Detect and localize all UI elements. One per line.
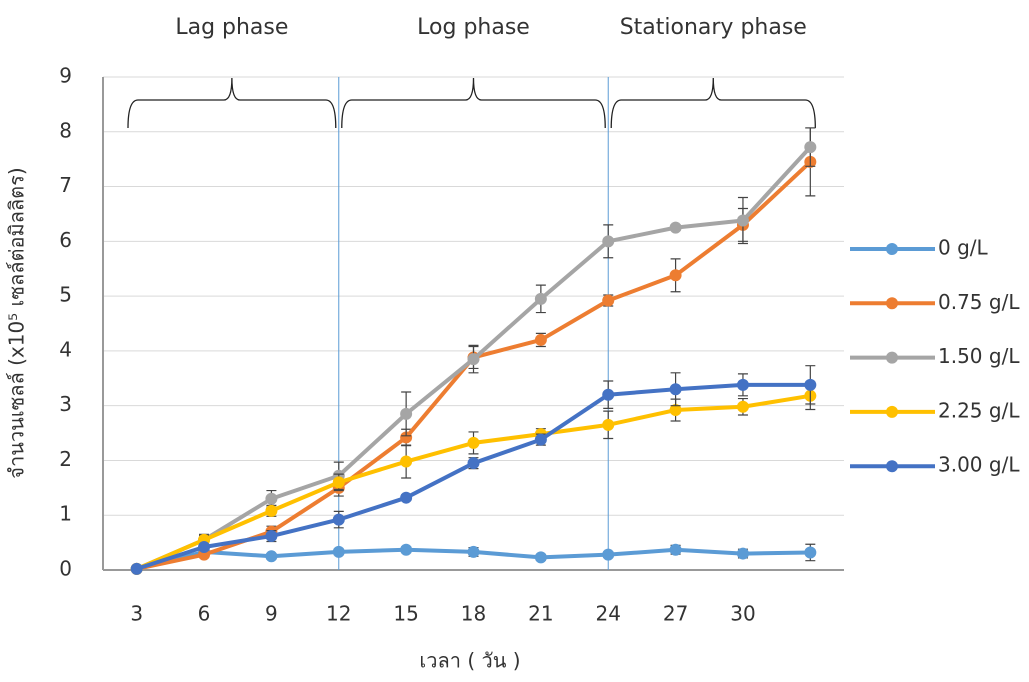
data-point [467, 353, 480, 366]
y-tick-label: 4 [59, 337, 72, 361]
data-point [265, 504, 278, 517]
data-point [467, 436, 480, 449]
x-tick-label: 12 [326, 602, 351, 626]
data-point [602, 548, 615, 561]
legend-label: 1.50 g/L [938, 344, 1020, 368]
y-tick-label: 2 [59, 447, 72, 471]
x-tick-label: 3 [130, 602, 143, 626]
data-point [804, 546, 817, 559]
data-point [602, 294, 615, 307]
x-tick-label: 18 [461, 602, 486, 626]
y-axis-label: จำนวนเซลล์ (x10⁵ เซลล์ต่อมิลลิตร) [5, 167, 29, 478]
data-point [602, 388, 615, 401]
x-tick-label: 27 [663, 602, 688, 626]
phase-brace [610, 77, 816, 129]
data-point [400, 491, 413, 504]
data-point [669, 383, 682, 396]
y-tick-label: 8 [59, 118, 72, 142]
data-point [804, 141, 817, 154]
data-point [602, 418, 615, 431]
data-point [400, 407, 413, 420]
data-point [332, 545, 345, 558]
data-point [669, 404, 682, 417]
y-tick-label: 5 [59, 283, 72, 307]
data-point [534, 333, 547, 346]
data-point [534, 292, 547, 305]
data-point [534, 551, 547, 564]
data-point [736, 547, 749, 560]
data-point [400, 543, 413, 556]
phase-brace [341, 77, 606, 129]
data-point [669, 221, 682, 234]
y-tick-label: 7 [59, 173, 72, 197]
data-point [400, 431, 413, 444]
data-point [265, 530, 278, 543]
data-point [467, 457, 480, 470]
data-point [332, 513, 345, 526]
data-point [332, 476, 345, 489]
data-point [265, 550, 278, 563]
x-tick-label: 9 [265, 602, 278, 626]
phase-brace [127, 77, 337, 129]
legend-label: 2.25 g/L [938, 398, 1020, 422]
legend-marker [886, 460, 898, 473]
phase-label: Stationary phase [620, 15, 807, 40]
legend-label: 0 g/L [938, 236, 989, 260]
x-tick-label: 21 [528, 602, 553, 626]
x-tick-label: 24 [596, 602, 621, 626]
legend-marker [886, 405, 898, 418]
phase-label: Log phase [417, 15, 530, 40]
series-line [136, 382, 811, 571]
data-point [804, 378, 817, 391]
data-point [467, 545, 480, 558]
data-point [198, 540, 211, 553]
data-point [736, 214, 749, 227]
y-tick-label: 3 [59, 392, 72, 416]
legend-marker [886, 297, 898, 310]
data-point [400, 455, 413, 468]
x-tick-label: 15 [393, 602, 418, 626]
legend-label: 3.00 g/L [938, 453, 1020, 477]
x-tick-label: 6 [198, 602, 211, 626]
y-tick-label: 1 [59, 502, 72, 526]
x-tick-label: 30 [730, 602, 755, 626]
y-tick-label: 9 [59, 64, 72, 88]
data-point [534, 433, 547, 446]
phase-label: Lag phase [175, 15, 288, 40]
data-point [736, 378, 749, 391]
x-axis-label: เวลา ( วัน ) [419, 649, 520, 673]
data-point [669, 543, 682, 556]
data-point [265, 492, 278, 505]
data-point [602, 235, 615, 248]
data-point [130, 562, 143, 575]
legend-label: 0.75 g/L [938, 290, 1020, 314]
legend-marker [886, 351, 898, 364]
data-point [669, 269, 682, 282]
data-point [736, 400, 749, 413]
legend-marker [886, 243, 898, 255]
y-tick-label: 0 [59, 557, 72, 581]
y-tick-label: 6 [59, 228, 72, 252]
